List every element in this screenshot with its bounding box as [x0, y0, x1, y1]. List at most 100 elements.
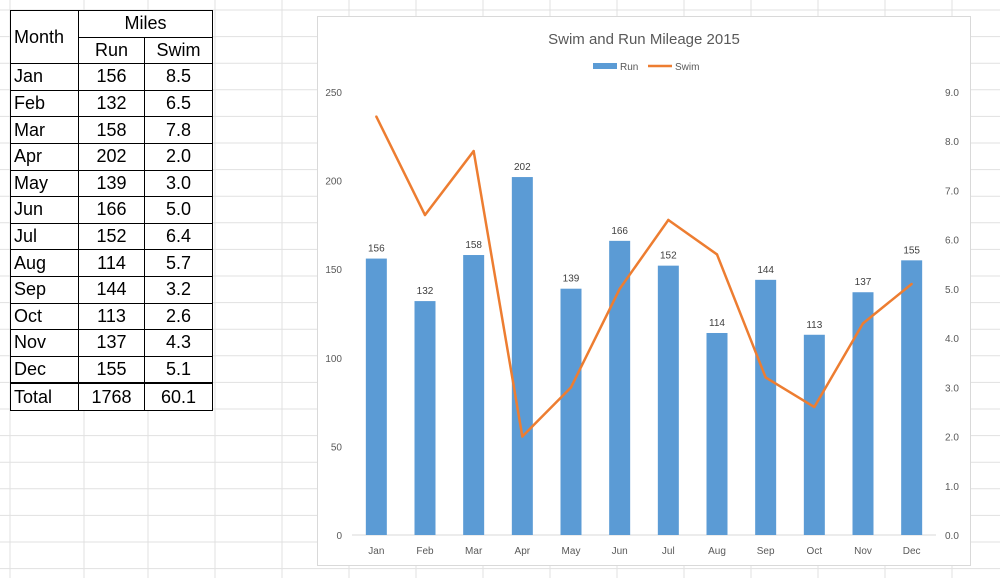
month-cell[interactable]: Aug: [10, 249, 79, 277]
run-data-label: 132: [417, 286, 434, 297]
swim-line[interactable]: [375, 116, 913, 438]
table-header-row: Month Miles: [10, 9, 213, 65]
run-cell[interactable]: 137: [78, 329, 145, 357]
x-tick-label: Mar: [465, 546, 483, 557]
x-axis: Jan Feb Mar Apr May Jun Jul Aug Sep Oct Nov Dec: [352, 534, 936, 557]
run-bar[interactable]: [852, 292, 874, 535]
swim-point: [764, 376, 767, 379]
run-bar[interactable]: [803, 334, 825, 535]
swim-cell[interactable]: 5.0: [144, 196, 213, 224]
swim-cell[interactable]: 6.5: [144, 89, 213, 118]
month-cell[interactable]: Sep: [10, 275, 79, 304]
run-cell[interactable]: 114: [78, 249, 145, 277]
run-bar[interactable]: [511, 177, 533, 535]
run-bar[interactable]: [365, 258, 387, 535]
swim-cell[interactable]: 3.2: [144, 275, 213, 304]
run-data-labels: 156 132 158 202 139 166 152 114 144 113 137 155: [368, 162, 920, 331]
table-row: Nov 137 4.3: [10, 329, 213, 357]
month-cell[interactable]: Apr: [10, 142, 79, 171]
legend-run-label: Run: [620, 62, 638, 73]
month-cell[interactable]: Feb: [10, 89, 79, 118]
run-cell[interactable]: 132: [78, 89, 145, 118]
swim-point: [423, 213, 427, 217]
left-tick-label: 200: [325, 177, 342, 188]
run-bar[interactable]: [463, 255, 485, 536]
run-data-label: 155: [903, 245, 920, 256]
month-cell[interactable]: Jun: [10, 196, 79, 224]
month-cell[interactable]: Mar: [10, 116, 79, 144]
right-tick-label: 7.0: [945, 186, 959, 197]
month-cell[interactable]: Jul: [10, 222, 79, 251]
run-cell[interactable]: 202: [78, 142, 145, 171]
run-bar[interactable]: [609, 240, 631, 535]
x-tick-label: Jun: [612, 546, 628, 557]
swim-cell[interactable]: 6.4: [144, 222, 213, 251]
month-header[interactable]: Month: [10, 9, 79, 65]
left-axis: 0 50 100 150 200 250: [325, 88, 342, 542]
month-cell[interactable]: Nov: [10, 329, 79, 357]
left-tick-label: 150: [325, 265, 342, 276]
total-swim[interactable]: 60.1: [144, 382, 213, 411]
swim-cell[interactable]: 2.6: [144, 302, 213, 331]
run-bar[interactable]: [901, 260, 923, 535]
run-header[interactable]: Run: [78, 36, 145, 65]
table-row: Jun 166 5.0: [10, 196, 213, 224]
swim-point: [618, 287, 621, 291]
swim-point: [715, 253, 719, 256]
month-cell[interactable]: Oct: [10, 302, 79, 331]
x-tick-label: Apr: [515, 546, 531, 557]
swim-point: [667, 218, 670, 222]
x-tick-label: Jan: [368, 546, 384, 557]
x-tick-label: Aug: [708, 546, 726, 557]
swim-cell[interactable]: 4.3: [144, 329, 213, 357]
month-cell[interactable]: Jan: [10, 63, 79, 91]
total-label[interactable]: Total: [10, 382, 79, 411]
run-bar[interactable]: [706, 332, 728, 535]
run-bar[interactable]: [560, 288, 582, 535]
swim-cell[interactable]: 2.0: [144, 142, 213, 171]
left-tick-label: 50: [331, 442, 343, 453]
swim-point: [910, 282, 913, 286]
run-cell[interactable]: 113: [78, 302, 145, 331]
right-tick-label: 6.0: [945, 236, 959, 247]
table-row: Dec 155 5.1: [10, 355, 213, 384]
miles-header[interactable]: Miles: [78, 10, 213, 38]
table-body: Jan 156 8.5 Feb 132 6.5 Mar 158 7.8 Apr 202 2.0 May 1…: [10, 63, 213, 384]
left-tick-label: 250: [325, 88, 342, 99]
run-bar[interactable]: [755, 279, 777, 535]
chart-legend[interactable]: Run Swim: [593, 62, 699, 73]
right-tick-label: 2.0: [945, 433, 959, 444]
x-tick-label: Nov: [854, 546, 872, 557]
total-run[interactable]: 1768: [78, 382, 145, 411]
x-tick-label: Sep: [757, 546, 775, 557]
swim-point: [813, 405, 816, 409]
month-cell[interactable]: May: [10, 169, 79, 198]
run-bar[interactable]: [657, 265, 679, 535]
table-row: May 139 3.0: [10, 169, 213, 198]
swim-point: [375, 115, 378, 118]
swim-cell[interactable]: 5.1: [144, 355, 213, 384]
run-cell[interactable]: 152: [78, 222, 145, 251]
swim-cell[interactable]: 3.0: [144, 169, 213, 198]
month-cell[interactable]: Dec: [10, 355, 79, 384]
swim-cell[interactable]: 5.7: [144, 249, 213, 277]
chart-panel[interactable]: Swim and Run Mileage 2015 Run Swim 0 50 10…: [317, 16, 971, 566]
run-cell[interactable]: 156: [78, 63, 145, 91]
run-data-label: 137: [855, 277, 872, 288]
run-bar[interactable]: [414, 301, 436, 535]
run-cell[interactable]: 166: [78, 196, 145, 224]
run-cell[interactable]: 158: [78, 116, 145, 144]
left-tick-label: 0: [336, 531, 342, 542]
legend-run-swatch: [593, 63, 617, 69]
run-data-label: 152: [660, 251, 677, 262]
table-row: Mar 158 7.8: [10, 116, 213, 144]
run-cell[interactable]: 139: [78, 169, 145, 198]
table-row: Apr 202 2.0: [10, 142, 213, 171]
run-cell[interactable]: 155: [78, 355, 145, 384]
swim-cell[interactable]: 8.5: [144, 63, 213, 91]
x-tick-label: Oct: [807, 546, 823, 557]
run-cell[interactable]: 144: [78, 275, 145, 304]
swim-header[interactable]: Swim: [144, 36, 213, 65]
right-tick-label: 3.0: [945, 383, 959, 394]
swim-cell[interactable]: 7.8: [144, 116, 213, 144]
